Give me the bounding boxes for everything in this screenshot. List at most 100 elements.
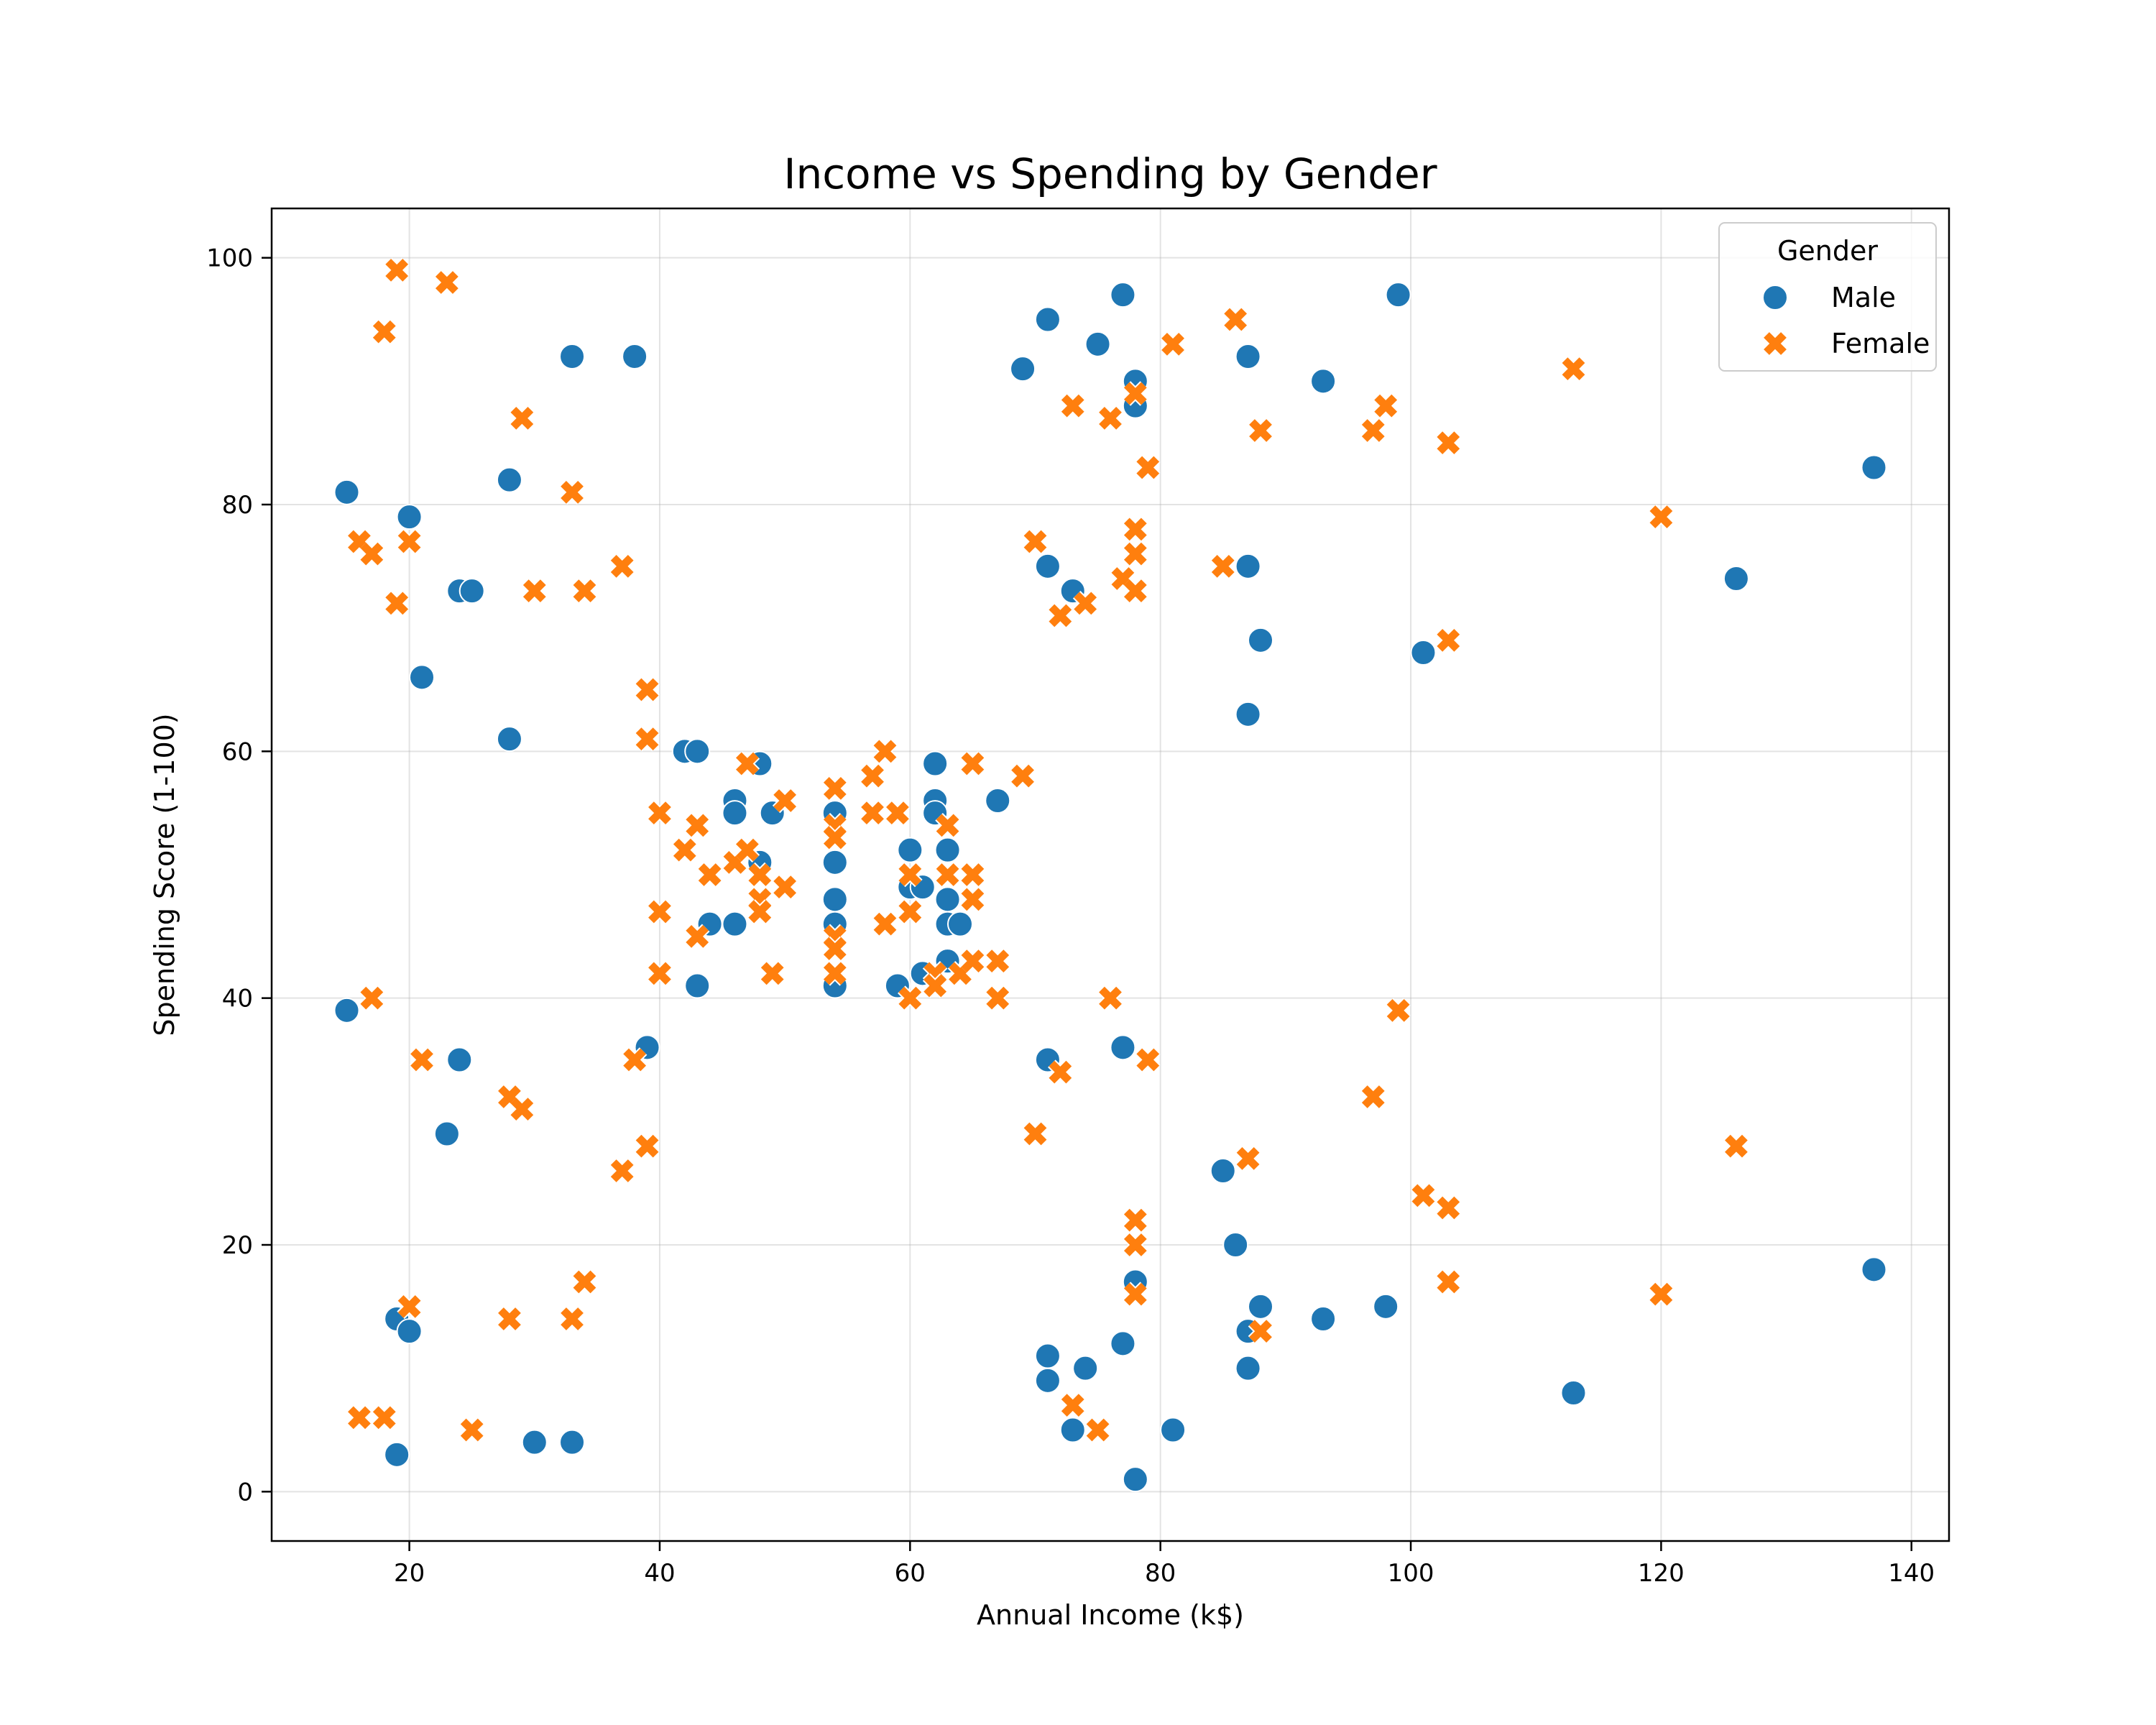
x-tick-label: 140 [1888,1559,1935,1588]
plot-background [272,208,1949,1541]
data-point-female [1123,578,1148,604]
data-point-female [384,257,410,283]
data-point-female [734,751,760,776]
y-tick-label: 100 [206,244,253,273]
data-point-female [1248,418,1273,443]
data-point-female [684,924,710,949]
data-point-female [1435,1269,1461,1294]
data-point-female [760,961,786,986]
data-point-female [572,1269,597,1294]
data-point-male [1373,1293,1399,1320]
plot-frame [270,207,1950,1542]
data-point-male [1235,553,1261,579]
data-point-female [346,1405,372,1430]
data-point-female [647,961,673,986]
data-point-female [459,1417,484,1443]
y-tick-label: 80 [222,491,253,520]
grid [272,208,1949,1541]
data-point-female [1010,763,1036,788]
data-point-female [359,985,384,1011]
data-point-female [609,1158,635,1184]
legend-item-male: Male [1762,282,1896,313]
data-point-male [897,837,923,863]
chart-title: Income vs Spending by Gender [783,150,1437,198]
data-point-male [1310,1306,1337,1332]
data-point-female [1097,405,1123,431]
data-point-male [1110,1034,1136,1061]
data-point-female [822,825,848,850]
data-point-female [1435,430,1461,456]
data-point-male [496,726,522,753]
data-point-male [396,1318,423,1345]
plot-area [270,207,1950,1542]
data-point-male [1235,701,1261,727]
data-point-female [1160,331,1186,357]
data-point-female [872,739,898,764]
data-point-female [747,862,773,888]
data-point-female [1210,553,1236,579]
x-axis-label: Annual Income (k$) [977,1599,1244,1631]
data-point-female [1097,985,1123,1011]
y-tick-label: 20 [222,1231,253,1260]
data-point-male [1410,640,1437,666]
data-point-female [684,813,710,838]
data-point-male [622,344,648,369]
data-point-female [672,837,698,862]
data-point-female [1123,517,1148,542]
data-point-male [496,466,522,493]
data-point-male [1310,368,1337,395]
data-point-female [985,948,1010,974]
data-point-female [647,800,673,826]
data-point-female [572,578,597,604]
data-point-female [1023,1121,1048,1146]
data-point-female [1123,1282,1148,1307]
data-point-male [1248,1293,1274,1320]
data-point-female [372,1405,397,1430]
data-point-male [1560,1380,1587,1406]
data-point-female [822,961,848,986]
data-point-female [960,862,985,888]
y-tick-label: 40 [222,985,253,1013]
data-point-male [722,800,748,827]
data-point-female [935,813,960,838]
data-point-female [1360,418,1386,443]
data-point-female [772,874,798,900]
data-point-female [747,899,773,924]
data-point-female [359,541,384,566]
data-point-male [1110,282,1136,308]
data-point-female [609,553,635,579]
data-point-male [1160,1417,1187,1443]
legend: Gender Male Female [1718,222,1937,372]
data-point-female [985,985,1010,1011]
data-point-male [1034,306,1061,333]
data-point-female [1060,1392,1086,1418]
data-point-female [647,899,673,924]
series-male [333,282,1887,1493]
data-point-female [1386,998,1411,1024]
data-point-male [946,911,973,937]
data-point-female [1123,1208,1148,1233]
data-point-female [734,837,760,862]
data-point-female [1123,1232,1148,1258]
data-point-male [1222,1232,1249,1258]
data-point-female [635,1133,660,1159]
data-point-male [333,479,360,505]
data-point-female [697,862,722,888]
data-point-female [860,763,885,788]
data-point-female [1222,307,1248,332]
data-point-female [635,726,660,752]
data-point-male [559,344,586,369]
data-point-male [1034,553,1061,579]
series-female [346,257,1749,1443]
legend-title: Gender [1777,235,1878,267]
y-axis: 0 20 40 60 80 100 [206,244,272,1506]
data-point-female [622,1047,648,1072]
data-point-female [1123,381,1148,406]
data-point-male [934,886,961,913]
data-point-female [1561,356,1586,382]
data-point-female [559,1306,585,1332]
data-point-female [409,1047,435,1072]
data-point-male [396,504,423,530]
data-point-male [384,1441,410,1468]
